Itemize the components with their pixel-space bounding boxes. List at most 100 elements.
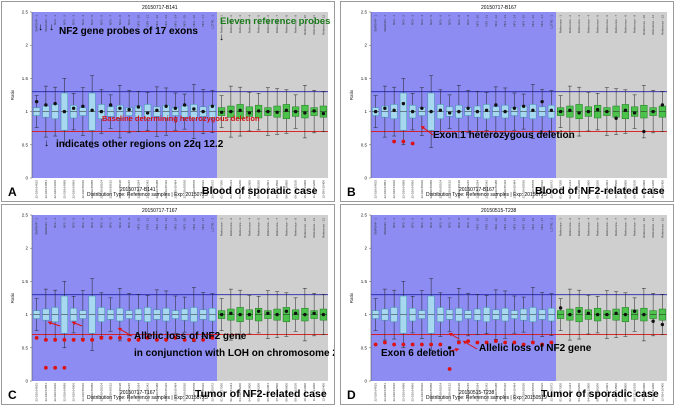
probe-label: NF2 - 17 [201,218,205,230]
y-tick-label: 0.5 [361,142,368,147]
x-tick-label: 22-029:65152 [448,383,452,402]
x-tick-label: 22-029:65388 [494,383,498,402]
y-tick-label: 0 [25,176,28,181]
probe-label: NF2 - 12 [155,15,159,27]
probe-label: Reference - 4 [586,218,590,237]
x-tick-label: 22-029:65058 [429,180,433,199]
panel-letter-d: D [347,388,356,402]
x-tick-label: 22-029:64966 [411,383,415,402]
probe-label: NF2 - 7 [448,15,452,25]
x-tick-label: 11-067:91200 [312,180,316,199]
x-tick-label: 22-029:65010 [420,383,424,402]
probe-label: Reference - 7 [614,15,618,34]
x-tick-label: 22-029:64966 [411,180,415,199]
x-tick-label: 22-029:65198 [118,383,122,402]
baseline-text: Baseline determining heterozygous deleti… [102,114,260,123]
x-tick-label: 22-029:64851 [383,180,387,199]
data-point [312,311,316,315]
data-point-red [108,335,113,340]
x-tick-label: 22-029:65388 [155,180,159,199]
data-point [558,109,563,114]
data-point-red [475,340,480,345]
arrow-loss-2-head [449,332,453,337]
data-point-red [145,335,150,340]
data-point-red [392,342,397,347]
probe-label: NF2 - 4 [81,15,85,25]
data-point-red [429,342,434,347]
data-point [155,108,159,112]
data-point [321,111,326,116]
indicates-text: indicates other regions on 22q 12.2 [56,139,224,150]
x-tick-label: 02-108:51344 [568,180,572,199]
x-tick-label: 22-029:64851 [44,180,48,199]
probe-label: LZTR1 - 1 [210,15,214,29]
x-tick-label: 22-029:64851 [383,383,387,402]
probe-label: NF2 - 13 [503,218,507,230]
footer-line-2: Distribution Type: Reference samples | E… [87,192,208,198]
x-tick-label: 22-029:65672 [549,383,553,402]
probe-label: NF2 - 6 [99,15,103,25]
data-point [210,104,215,108]
data-point [642,312,646,317]
probe-label: NF2 - 14 [512,218,516,230]
x-tick-label: 22-029:65246 [127,383,131,402]
x-tick-label: 02-108:51344 [568,383,572,402]
data-point [321,312,326,317]
arrow-right: ↓ [219,32,224,43]
nf2-region-bg [371,12,556,178]
footer-line-1: 20150515-T238 [459,390,495,396]
x-tick-label: 22-029:65198 [457,180,461,199]
probe-label: NF2 - 17 [201,15,205,27]
x-tick-label: 22-029:64815 [374,383,378,402]
panel-letter-c: C [8,388,17,402]
probe-label: NF2 - 6 [99,218,103,228]
data-point-red [90,337,95,342]
chart-panel-a: 2.5 2 1.5 1 0.5 0 Ratio SMPD4P - 1 22-029:64815 S… [1,1,335,202]
probe-label: SMPD4P - 1 [35,15,39,32]
data-point-red [401,342,406,347]
plot-a: 2.5 2 1.5 1 0.5 0 Ratio SMPD4P - 1 22-029:64815 S… [10,10,328,199]
data-point [284,108,289,112]
plot-d: 2.5 2 1.5 1 0.5 0 Ratio SMPD4P - 1 22-029:64815 S… [349,213,667,402]
probe-label: NF2 - 1 [392,15,396,25]
y-tick-label: 0.5 [22,345,29,350]
probe-label: SEMA4D - 1 [383,218,387,235]
x-tick-label: 22-029:65578 [531,383,535,402]
probe-label: NF2 - 15 [183,218,187,230]
x-tick-label: 22-029:65626 [201,180,205,199]
data-point [494,103,498,107]
x-tick-label: 22-029:64910 [53,180,57,199]
arrow-exon6-head [455,347,459,352]
reference-region-bg [556,215,667,381]
x-tick-label: 22-029:65484 [173,180,177,199]
data-point-red [34,335,39,340]
probe-label: NF2 - 7 [109,15,113,25]
data-point [373,109,378,114]
data-point [623,108,628,112]
y-tick-label: 1 [364,312,367,317]
footer-line-1: 20150717-T167 [120,390,156,396]
probe-label: Reference - 10 [303,218,307,238]
probe-label: Reference - 7 [614,218,618,237]
data-point [173,106,178,110]
x-tick-label: 03-030:19200 [577,383,581,402]
y-tick-label: 1 [25,312,28,317]
probe-label: Reference - 10 [303,15,307,35]
reference-region-bg [217,215,328,381]
x-tick-label: 22-029:65672 [549,180,553,199]
x-tick-label: 22-029:65436 [503,180,507,199]
probe-label: Reference - 3 [238,218,242,237]
probe-label: Reference - 11 [312,15,316,35]
probe-label: Reference - 9 [294,218,298,237]
x-tick-label: 22-029:64958 [62,383,66,402]
data-point [605,109,609,114]
probe-label: NF2 - 4 [81,218,85,228]
data-point-red [80,337,85,342]
loss-text: Allelic loss of NF2 gene [479,343,592,354]
probe-label: NF2 - 6 [438,218,442,228]
probe-label: Reference - 8 [623,15,627,34]
probe-label: NF2 - 13 [164,218,168,230]
y-tick-label: 0 [25,379,28,384]
y-tick-label: 1.5 [361,279,368,284]
data-point [577,111,581,115]
